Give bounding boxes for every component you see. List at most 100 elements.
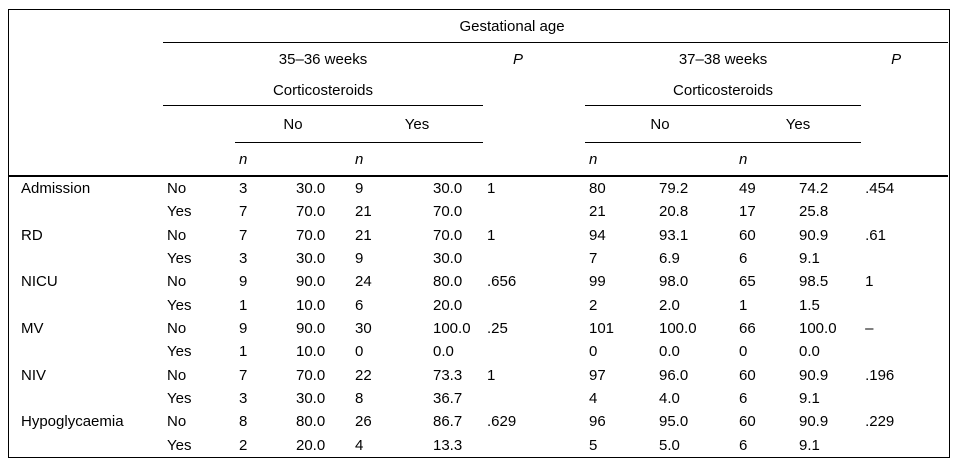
header-spacer bbox=[429, 142, 483, 177]
p-value-header-group1: P bbox=[513, 50, 524, 68]
table-row: Admission No 3 30.0 9 30.0 1 80 79.2 49 74.2 .454 bbox=[9, 176, 948, 200]
n-value: 6 bbox=[739, 436, 748, 454]
header-spacer bbox=[9, 43, 163, 76]
pct-value: 30.0 bbox=[296, 390, 326, 408]
n-value: 60 bbox=[739, 226, 756, 244]
n-value: 0 bbox=[739, 343, 748, 361]
n-value: 2 bbox=[589, 296, 598, 314]
n-value: 60 bbox=[739, 366, 756, 384]
p-value: .656 bbox=[487, 273, 517, 291]
n-value: 4 bbox=[589, 390, 598, 408]
yes-column-header-group2: Yes bbox=[735, 105, 862, 143]
pct-value: 20.0 bbox=[296, 436, 326, 454]
gestational-age-header: Gestational age bbox=[163, 10, 862, 43]
header-spacer bbox=[9, 10, 163, 43]
pct-value: 79.2 bbox=[659, 180, 689, 198]
n-value: 6 bbox=[739, 250, 748, 268]
n-value: 7 bbox=[239, 366, 248, 384]
n-header-group2-yes: n bbox=[735, 142, 795, 177]
subrow-label: No bbox=[167, 320, 187, 338]
p-value: 1 bbox=[487, 366, 496, 384]
pct-value: 0.0 bbox=[659, 343, 680, 361]
measure-label bbox=[9, 434, 163, 457]
measure-label: Admission bbox=[21, 180, 91, 198]
pct-value: 4.0 bbox=[659, 390, 680, 408]
pct-value: 2.0 bbox=[659, 296, 680, 314]
p-value bbox=[483, 340, 585, 363]
n-value: 60 bbox=[739, 413, 756, 431]
table-body: Admission No 3 30.0 9 30.0 1 80 79.2 49 74.2.454 Ye… bbox=[9, 176, 948, 457]
p-value bbox=[861, 387, 948, 410]
pct-value: 30.0 bbox=[433, 250, 463, 268]
n-value: 7 bbox=[239, 203, 248, 221]
p-value: 1 bbox=[487, 180, 496, 198]
p-value: 1 bbox=[865, 273, 874, 291]
header-spacer bbox=[655, 142, 735, 177]
table-row: Yes 1 10.0 6 20.0 2 2.0 1 1.5 bbox=[9, 294, 948, 317]
table-row: NICU No 9 90.0 24 80.0 .656 99 98.0 65 98.5 1 bbox=[9, 270, 948, 293]
results-table: Gestational age 35–36 weeks P 37–38 week… bbox=[9, 10, 949, 457]
n-value: 2 bbox=[239, 436, 248, 454]
n-value: 101 bbox=[589, 320, 615, 338]
corticosteroids-header-group2: Corticosteroids bbox=[585, 75, 862, 106]
no-column-header-group2: No bbox=[585, 105, 735, 143]
header-spacer bbox=[9, 106, 163, 143]
header-row-gestational-age: Gestational age bbox=[9, 10, 949, 43]
header-spacer bbox=[163, 142, 235, 177]
table-row: Yes 3 30.0 9 30.0 7 6.9 6 9.1 bbox=[9, 247, 948, 270]
header-row-corticosteroids: Corticosteroids Corticosteroids bbox=[9, 75, 948, 106]
header-row-no-yes: No Yes No Yes bbox=[9, 105, 948, 143]
n-value: 94 bbox=[589, 226, 606, 244]
n-value: 80 bbox=[589, 180, 606, 198]
p-value bbox=[861, 200, 948, 223]
table-row: Yes 7 70.0 21 70.0 21 20.8 17 25.8 bbox=[9, 200, 948, 223]
pct-value: 30.0 bbox=[296, 250, 326, 268]
n-value: 99 bbox=[589, 273, 606, 291]
n-value: 0 bbox=[355, 343, 364, 361]
n-value: 3 bbox=[239, 180, 248, 198]
header-row-n: n n n n bbox=[9, 142, 949, 177]
n-value: 9 bbox=[355, 180, 364, 198]
n-value: 30 bbox=[355, 320, 372, 338]
n-value: 49 bbox=[739, 180, 756, 198]
pct-value: 70.0 bbox=[296, 366, 326, 384]
pct-value: 95.0 bbox=[659, 413, 689, 431]
corticosteroids-header-group1: Corticosteroids bbox=[163, 75, 483, 106]
n-value: 1 bbox=[239, 296, 248, 314]
pct-value: 90.9 bbox=[799, 366, 829, 384]
measure-label: Hypoglycaemia bbox=[21, 413, 124, 431]
pct-value: 80.0 bbox=[433, 273, 463, 291]
header-spacer bbox=[163, 106, 235, 143]
measure-label bbox=[9, 200, 163, 223]
measure-label: NIV bbox=[21, 366, 47, 384]
pct-value: 0.0 bbox=[433, 343, 454, 361]
yes-column-header-group1: Yes bbox=[351, 105, 483, 143]
p-value bbox=[861, 434, 948, 457]
n-value: 21 bbox=[355, 203, 372, 221]
header-spacer bbox=[795, 142, 862, 177]
header-row-groups: 35–36 weeks P 37–38 weeks P bbox=[9, 43, 948, 76]
n-value: 21 bbox=[589, 203, 606, 221]
measure-label bbox=[9, 247, 163, 270]
pct-value: 10.0 bbox=[296, 343, 326, 361]
n-value: 96 bbox=[589, 413, 606, 431]
n-value: 9 bbox=[239, 320, 248, 338]
n-value: 3 bbox=[239, 390, 248, 408]
header-spacer bbox=[483, 142, 585, 177]
pct-value: 25.8 bbox=[799, 203, 829, 221]
n-value: 65 bbox=[739, 273, 756, 291]
measure-label bbox=[9, 294, 163, 317]
n-value: 97 bbox=[589, 366, 606, 384]
n-value: 9 bbox=[239, 273, 248, 291]
pct-value: 90.0 bbox=[296, 273, 326, 291]
header-spacer bbox=[861, 106, 948, 143]
p-value bbox=[483, 294, 585, 317]
measure-label: MV bbox=[21, 320, 44, 338]
p-value: .454 bbox=[865, 180, 895, 198]
subrow-label: No bbox=[167, 413, 187, 431]
pct-value: 0.0 bbox=[799, 343, 820, 361]
n-value: 6 bbox=[355, 296, 364, 314]
measure-label bbox=[9, 340, 163, 363]
p-value-header-group2: P bbox=[891, 50, 902, 68]
pct-value: 5.0 bbox=[659, 436, 680, 454]
